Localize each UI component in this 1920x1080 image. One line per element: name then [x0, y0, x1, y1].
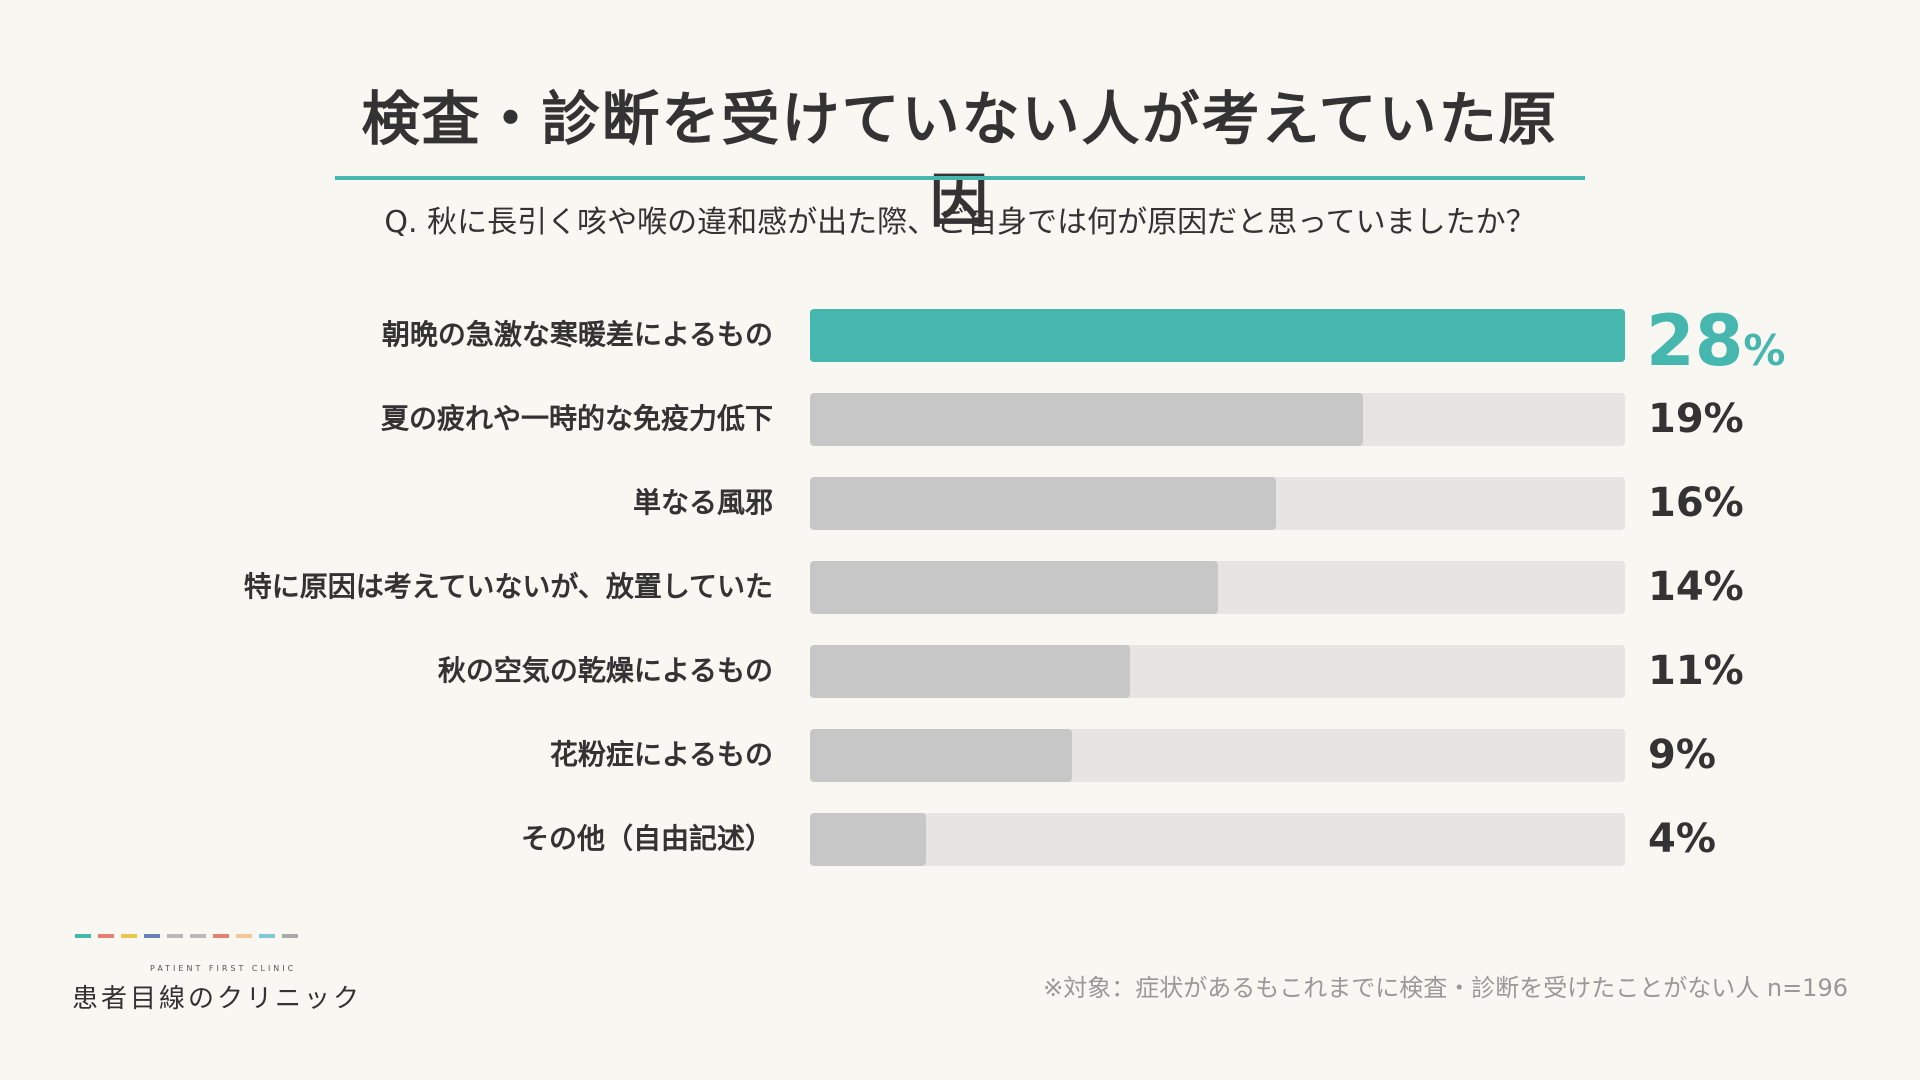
- bar-track: [810, 813, 1625, 866]
- clinic-logo: PATIENT FIRST CLINIC 患者目線のクリニック: [72, 934, 372, 1014]
- bar-label: その他（自由記述）: [520, 822, 773, 855]
- logo-dash: [213, 934, 229, 938]
- bar-label: 特に原因は考えていないが、放置していた: [243, 570, 773, 603]
- bar-value-unit: %: [1703, 648, 1744, 694]
- bar-value-number: 28: [1646, 300, 1744, 382]
- bar: [810, 309, 1625, 362]
- logo-english-text: PATIENT FIRST CLINIC: [150, 964, 297, 973]
- bar-label: 朝晩の急激な寒暖差によるもの: [381, 318, 773, 351]
- bar-value-unit: %: [1743, 326, 1786, 375]
- bar: [810, 645, 1130, 698]
- bar-value-unit: %: [1675, 732, 1716, 778]
- bar-chart: 朝晩の急激な寒暖差によるもの 28% 夏の疲れや一時的な免疫力低下 19% 単なる風邪 1…: [0, 306, 1920, 867]
- bar-track: [810, 645, 1625, 698]
- bar-track: [810, 393, 1625, 446]
- bar-track: [810, 729, 1625, 782]
- bar: [810, 561, 1218, 614]
- bar-value-label: 14%: [1648, 559, 1744, 615]
- bar-value-label: 4%: [1648, 811, 1716, 867]
- logo-dash: [282, 934, 298, 938]
- bar: [810, 393, 1363, 446]
- bar-value-number: 16: [1648, 480, 1704, 526]
- logo-dash: [236, 934, 252, 938]
- bar-row: 花粉症によるもの 9%: [0, 727, 1920, 783]
- bar-value-unit: %: [1703, 480, 1744, 526]
- bar-value-label: 28%: [1646, 306, 1786, 376]
- bar-row: 単なる風邪 16%: [0, 475, 1920, 531]
- logo-dash: [144, 934, 160, 938]
- title-underline: [335, 176, 1585, 180]
- bar: [810, 813, 926, 866]
- logo-dash: [75, 934, 91, 938]
- bar-value-label: 11%: [1648, 643, 1744, 699]
- logo-japanese-text: 患者目線のクリニック: [72, 984, 363, 1014]
- bar-label: 単なる風邪: [632, 486, 773, 519]
- bar-value-unit: %: [1675, 816, 1716, 862]
- logo-dash: [167, 934, 183, 938]
- bar-value-number: 11: [1648, 648, 1704, 694]
- bar-track: [810, 477, 1625, 530]
- bar-value-label: 9%: [1648, 727, 1716, 783]
- logo-dash: [121, 934, 137, 938]
- bar-row: 夏の疲れや一時的な免疫力低下 19%: [0, 391, 1920, 447]
- bar-row: 朝晩の急激な寒暖差によるもの 28%: [0, 306, 1920, 376]
- bar-value-unit: %: [1703, 564, 1744, 610]
- logo-dashes: [75, 934, 355, 939]
- footnote: ※対象：症状があるもこれまでに検査・診断を受けたことがない人 n=196: [1043, 974, 1848, 1002]
- bar-track: [810, 561, 1625, 614]
- bar-label: 夏の疲れや一時的な免疫力低下: [380, 402, 773, 435]
- bar-value-number: 14: [1648, 564, 1704, 610]
- question-text: Q. 秋に長引く咳や喉の違和感が出た際、ご自身では何が原因だと思っていましたか？: [384, 205, 1536, 240]
- bar-row: その他（自由記述） 4%: [0, 811, 1920, 867]
- bar-row: 特に原因は考えていないが、放置していた 14%: [0, 559, 1920, 615]
- bar-value-label: 16%: [1648, 475, 1744, 531]
- bar: [810, 477, 1276, 530]
- bar-value-number: 19: [1648, 396, 1704, 442]
- bar-row: 秋の空気の乾燥によるもの 11%: [0, 643, 1920, 699]
- logo-dash: [259, 934, 275, 938]
- bar: [810, 729, 1072, 782]
- logo-dash: [190, 934, 206, 938]
- bar-value-number: 9: [1648, 732, 1676, 778]
- bar-value-label: 19%: [1648, 391, 1744, 447]
- logo-dash: [98, 934, 114, 938]
- bar-value-unit: %: [1703, 396, 1744, 442]
- bar-track: [810, 309, 1625, 362]
- bar-label: 花粉症によるもの: [549, 738, 773, 771]
- bar-label: 秋の空気の乾燥によるもの: [437, 654, 773, 687]
- bar-value-number: 4: [1648, 816, 1676, 862]
